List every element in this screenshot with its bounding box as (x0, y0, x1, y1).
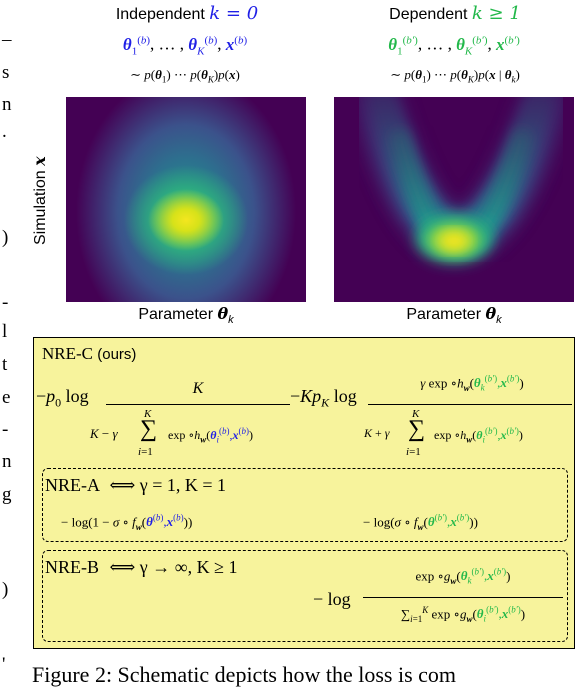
margin-fragment: - (2, 419, 9, 440)
figure-caption: Figure 2: Schematic depicts how the loss… (32, 662, 457, 687)
nre-loss-box: NRE-C (ours) −p0 log K K − γ K ∑ i=1 exp… (33, 337, 575, 649)
nre-b-prefix: − log (313, 589, 351, 609)
nre-c-note: (ours) (97, 346, 137, 363)
nre-a-box: NRE-A ⟺ γ = 1, K = 1 − log(1 − σ ∘ fw(θ(… (42, 468, 568, 542)
fraction-bar (363, 597, 563, 598)
margin-fragment: l (2, 321, 8, 342)
nre-c-term-2-numerator: γ exp ∘hw(θk(b′),x(b′)) (420, 374, 524, 393)
nre-c-term-2-prefix: −KpK log (290, 386, 357, 410)
left-x-axis-label: Parameter θk (138, 304, 234, 327)
margin-fragment: n (2, 451, 12, 472)
nre-b-box: NRE-B ⟺ γ → ∞, K ≥ 1 − log exp ∘gw(θk(b′… (42, 550, 568, 642)
nre-c-term-1-numerator: K (192, 380, 204, 397)
nre-a-heading: NRE-A ⟺ γ = 1, K = 1 (45, 475, 226, 496)
nre-a-condition: ⟺ γ = 1, K = 1 (109, 475, 227, 495)
nre-c-heading: NRE-C (ours) (42, 344, 136, 364)
fraction-bar (368, 404, 572, 405)
nre-a-label: NRE-A (45, 475, 99, 495)
right-x-axis-text: Parameter (406, 306, 482, 323)
margin-fragment: ) (2, 579, 9, 600)
independent-heatmap (66, 97, 306, 302)
nre-c-label: NRE-C (42, 344, 93, 363)
right-sample-formula: θ1(b′), … , θK(b′), x(b′) (388, 34, 520, 58)
y-axis-label-text: Simulation (32, 170, 49, 245)
margin-fragment: – (2, 29, 12, 50)
left-title-text: Independent (115, 6, 205, 23)
nre-b-denominator: ∑i=1K exp ∘gw(θi(b′),x(b′)) (400, 605, 526, 624)
nre-b-heading: NRE-B ⟺ γ → ∞, K ≥ 1 (45, 557, 237, 578)
left-distribution: ∼ p(θ1) ⋯ p(θK)p(x) (130, 67, 240, 85)
margin-fragment: ' (2, 654, 6, 675)
right-x-axis-label: Parameter θk (406, 304, 502, 327)
fraction-bar (106, 404, 290, 405)
margin-fragment: e (2, 387, 11, 408)
left-x-axis-text: Parameter (138, 306, 214, 323)
margin-fragment: t (2, 354, 8, 375)
left-sample-formula: θ1(b), … , θK(b), x(b) (122, 34, 248, 58)
left-panel-title: Independent k = 0 (62, 3, 312, 24)
margin-fragment: n (2, 94, 12, 115)
margin-fragment: s (2, 62, 10, 83)
nre-b-condition: ⟺ γ → ∞, K ≥ 1 (109, 557, 238, 577)
nre-a-term-2: − log(σ ∘ fw(θ(b′),x(b′))) (363, 513, 478, 532)
nre-b-numerator: exp ∘gw(θk(b′),x(b′)) (415, 567, 511, 586)
nre-c-term-1-prefix: −p0 log (36, 386, 89, 410)
margin-fragment: ) (2, 227, 9, 248)
right-title-text: Dependent (389, 6, 468, 23)
right-k-expr: k ≥ 1 (471, 3, 521, 24)
margin-fragment: g (2, 484, 12, 505)
margin-fragment: . (2, 121, 7, 142)
nre-b-label: NRE-B (45, 557, 99, 577)
left-k-expr: k = 0 (209, 3, 259, 24)
dependent-heatmap (334, 97, 574, 302)
margin-fragment: - (2, 292, 9, 313)
y-axis-symbol: x (30, 156, 49, 166)
right-panel-title: Dependent k ≥ 1 (330, 3, 580, 24)
nre-a-term-1: − log(1 − σ ∘ fw(θ(b),x(b))) (61, 513, 193, 532)
right-distribution: ∼ p(θ1) ⋯ p(θK)p(x | θk) (390, 67, 520, 85)
